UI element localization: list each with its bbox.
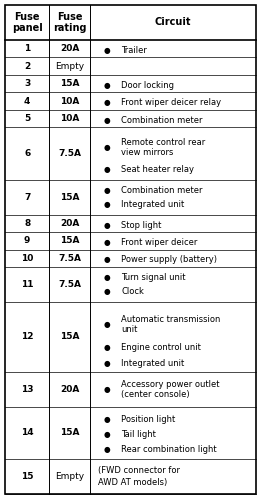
Text: 13: 13 (21, 385, 33, 394)
Text: Combination meter: Combination meter (121, 186, 203, 195)
Text: ●: ● (104, 116, 110, 125)
Text: 15: 15 (21, 472, 33, 481)
Text: 15A: 15A (60, 236, 80, 246)
Text: 7.5A: 7.5A (58, 149, 81, 158)
Text: 15A: 15A (60, 428, 80, 438)
Text: Accessory power outlet
(center console): Accessory power outlet (center console) (121, 380, 220, 399)
Text: Rear combination light: Rear combination light (121, 445, 217, 454)
Text: ●: ● (104, 385, 110, 394)
Text: Power supply (battery): Power supply (battery) (121, 255, 217, 264)
Text: 7: 7 (24, 193, 30, 202)
Text: Engine control unit: Engine control unit (121, 343, 201, 352)
Text: 5: 5 (24, 114, 30, 123)
Text: Integrated unit: Integrated unit (121, 200, 185, 209)
Text: Circuit: Circuit (155, 17, 191, 27)
Text: ●: ● (104, 98, 110, 107)
Text: Trailer: Trailer (121, 46, 147, 55)
Text: ●: ● (104, 143, 110, 152)
Text: Clock: Clock (121, 287, 144, 296)
Text: 8: 8 (24, 219, 30, 228)
Text: Tail light: Tail light (121, 430, 156, 439)
Text: (FWD connector for
AWD AT models): (FWD connector for AWD AT models) (98, 467, 180, 487)
Text: ●: ● (104, 221, 110, 230)
Text: ●: ● (104, 200, 110, 209)
Text: 6: 6 (24, 149, 30, 158)
Text: 20A: 20A (60, 385, 79, 394)
Text: Door locking: Door locking (121, 81, 174, 90)
Text: 2: 2 (24, 61, 30, 71)
Text: 7.5A: 7.5A (58, 280, 81, 289)
Text: ●: ● (104, 320, 110, 329)
Text: Front wiper deicer relay: Front wiper deicer relay (121, 98, 222, 107)
Text: ●: ● (104, 46, 110, 55)
Text: Position light: Position light (121, 415, 176, 424)
Text: ●: ● (104, 343, 110, 352)
Text: Turn signal unit: Turn signal unit (121, 273, 186, 282)
Text: Remote control rear
view mirrors: Remote control rear view mirrors (121, 138, 206, 157)
Text: 3: 3 (24, 79, 30, 88)
Text: 10: 10 (21, 253, 33, 263)
Text: Automatic transmission
unit: Automatic transmission unit (121, 315, 221, 334)
Text: ●: ● (104, 359, 110, 368)
Text: 20A: 20A (60, 219, 79, 228)
Text: 11: 11 (21, 280, 33, 289)
Text: ●: ● (104, 186, 110, 195)
Text: Empty: Empty (55, 61, 84, 71)
Text: ●: ● (104, 415, 110, 424)
Text: ●: ● (104, 287, 110, 296)
Text: ●: ● (104, 165, 110, 175)
Text: ●: ● (104, 430, 110, 439)
Text: Front wiper deicer: Front wiper deicer (121, 238, 198, 247)
Text: Combination meter: Combination meter (121, 116, 203, 125)
Text: 9: 9 (24, 236, 30, 246)
Text: 10A: 10A (60, 96, 79, 106)
Text: Fuse
rating: Fuse rating (53, 11, 86, 33)
Text: ●: ● (104, 238, 110, 247)
Text: ●: ● (104, 255, 110, 264)
Text: 15A: 15A (60, 193, 80, 202)
Text: Fuse
panel: Fuse panel (12, 11, 43, 33)
Text: 1: 1 (24, 44, 30, 53)
Text: Empty: Empty (55, 472, 84, 481)
Text: Integrated unit: Integrated unit (121, 359, 185, 368)
Text: 15A: 15A (60, 332, 80, 341)
Text: 14: 14 (21, 428, 33, 438)
Text: 12: 12 (21, 332, 33, 341)
Text: Stop light: Stop light (121, 221, 162, 230)
Text: 15A: 15A (60, 79, 80, 88)
Text: ●: ● (104, 81, 110, 90)
Text: 7.5A: 7.5A (58, 253, 81, 263)
Text: ●: ● (104, 273, 110, 282)
Text: 10A: 10A (60, 114, 79, 123)
Text: 20A: 20A (60, 44, 79, 53)
Text: Seat heater relay: Seat heater relay (121, 165, 194, 175)
Text: 4: 4 (24, 96, 30, 106)
Text: ●: ● (104, 445, 110, 454)
